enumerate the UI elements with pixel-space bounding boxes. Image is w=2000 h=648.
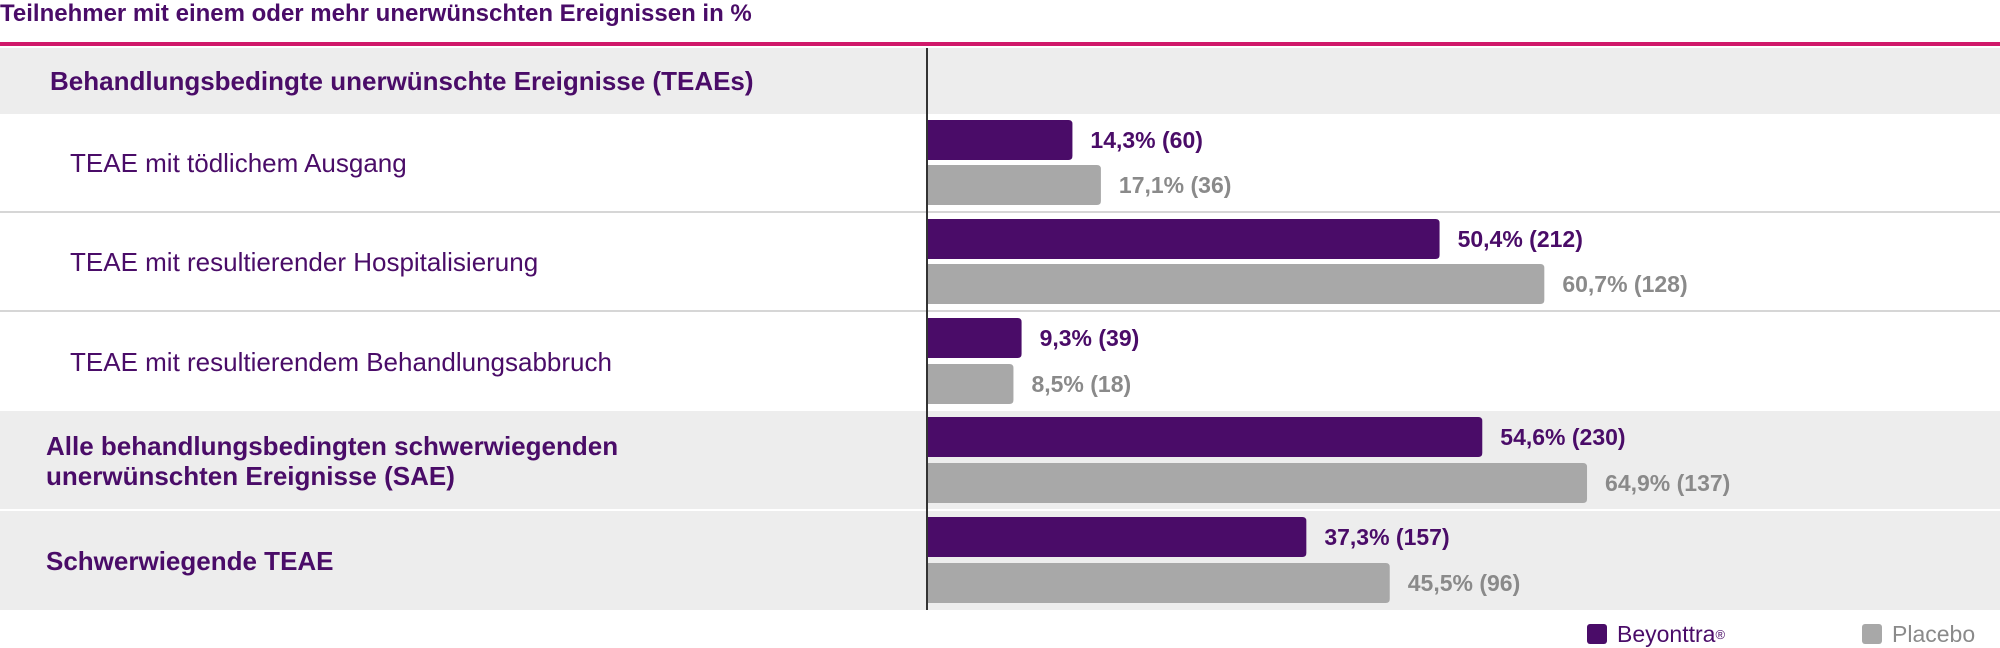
data-label-beyonttra-row-2: 50,4% (212) [1458,226,1583,252]
bar-placebo-row-5 [927,563,1390,603]
legend-item-beyonttra: Beyonttra ® [1587,620,1725,648]
data-label-placebo-row-1: 17,1% (36) [1119,172,1232,198]
row-label-fatal: TEAE mit tödlichem Ausgang [70,148,407,178]
data-label-beyonttra-row-1: 14,3% (60) [1090,127,1203,153]
legend-swatch-placebo [1862,624,1882,644]
row-divider [0,509,2000,511]
data-label-beyonttra-row-4: 54,6% (230) [1500,424,1625,450]
row-label-serious-teae: Schwerwiegende TEAE [46,545,334,576]
bar-placebo-row-1 [927,165,1101,205]
y-axis-line [926,48,928,610]
row-label-hospitalisation: TEAE mit resultierender Hospitalisierung [70,247,539,277]
row-divider [0,211,2000,213]
row-label-teaes: Behandlungsbedingte unerwünschte Ereigni… [50,66,754,96]
bar-placebo-row-2 [927,264,1545,304]
bar-beyonttra-row-4 [927,417,1483,457]
row-background-header [0,48,2000,114]
registered-mark: ® [1715,626,1726,642]
bar-placebo-row-4 [927,463,1588,503]
row-label-discontinuation: TEAE mit resultierendem Behandlungsabbru… [70,346,612,377]
row-label-sae: Alle behandlungsbedingten schwerwiegende… [46,430,619,491]
title-divider [0,42,2000,46]
legend-label-beyonttra: Beyonttra [1617,620,1716,647]
bar-beyonttra-row-3 [927,318,1022,358]
bar-beyonttra-row-5 [927,517,1307,557]
chart-title: Teilnehmer mit einem oder mehr unerwünsc… [0,0,752,27]
legend-label-placebo: Placebo [1892,620,1976,647]
data-label-beyonttra-row-3: 9,3% (39) [1040,325,1140,351]
data-label-beyonttra-row-5: 37,3% (157) [1324,524,1449,550]
legend-swatch-beyonttra [1587,624,1607,644]
data-label-placebo-row-3: 8,5% (18) [1031,371,1131,397]
legend-item-placebo: Placebo [1862,620,1975,648]
row-divider [0,310,2000,312]
bar-placebo-row-3 [927,364,1014,404]
data-label-placebo-row-2: 60,7% (128) [1562,271,1687,297]
data-label-placebo-row-5: 45,5% (96) [1408,570,1521,596]
bar-beyonttra-row-1 [927,120,1073,160]
bar-beyonttra-row-2 [927,219,1440,259]
data-label-placebo-row-4: 64,9% (137) [1605,470,1730,496]
